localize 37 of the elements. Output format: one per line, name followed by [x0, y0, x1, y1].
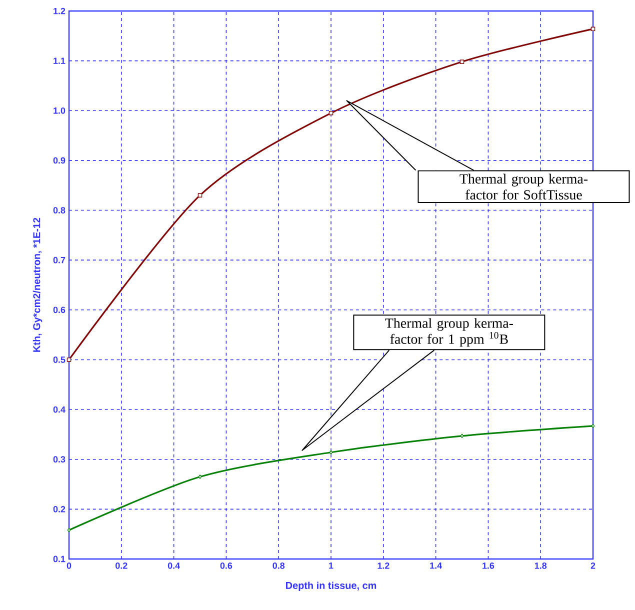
y-tick-label: 0.5	[53, 356, 66, 363]
y-tick-label: 0.2	[53, 506, 66, 512]
x-tick-label: 1.8	[534, 562, 547, 569]
point	[198, 193, 202, 198]
y-tick-label: 0.8	[53, 207, 66, 214]
y-tick-label: 0.6	[53, 306, 66, 314]
point	[67, 528, 71, 532]
point	[198, 474, 202, 479]
y-axis-title: Kth, Gy*cm2/neutron, *1E-12	[32, 218, 42, 352]
point	[66, 358, 72, 362]
x-tick-label: 0.6	[220, 562, 232, 569]
x-tick-label: 1	[329, 562, 334, 569]
y-tick-label: 1.0	[54, 107, 66, 114]
annotation: Thermal group kerma-factor for 1 ppm $^{10}$B	[385, 318, 513, 347]
x-tick-label: 2	[590, 562, 596, 569]
y-tick-label: 0.1	[53, 556, 66, 562]
x-axis-title: Depth in tissue, cm	[286, 582, 376, 591]
x-tick-label: 0.4	[168, 562, 180, 569]
point	[460, 60, 464, 64]
y-tick-label: 0.4	[53, 406, 66, 413]
point	[590, 26, 596, 32]
point	[329, 450, 333, 455]
x-tick-label: 0.2	[116, 562, 128, 569]
y-tick-label: 0.3	[53, 456, 66, 463]
y-tick-label: 0.7	[53, 256, 66, 264]
x-tick-label: 1.2	[378, 562, 390, 569]
x-tick-label: 1.4	[430, 562, 442, 569]
annotation: Thermal group kerma-factor for SoftTissue	[460, 174, 588, 200]
x-tick-label: 0.8	[272, 562, 285, 569]
x-tick-label: 1.6	[482, 562, 494, 569]
y-tick-label: 1.1	[54, 58, 66, 64]
y-tick-label: 1.2	[54, 8, 66, 14]
point	[460, 434, 464, 438]
x-tick-label: 0	[66, 562, 72, 569]
point	[328, 110, 334, 116]
y-tick-label: 0.9	[53, 157, 66, 164]
point	[591, 424, 595, 428]
